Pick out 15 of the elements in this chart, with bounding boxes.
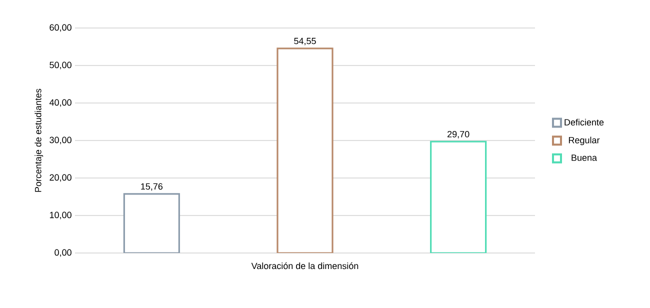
y-axis-title: Porcentaje de estudiantes	[34, 88, 44, 192]
data-label: 54,55	[294, 38, 316, 46]
y-tick-label: 20,00	[50, 174, 72, 182]
y-tick-label: 0,00	[54, 249, 72, 257]
legend-label: Deficiente	[564, 118, 604, 126]
y-tick-label: 10,00	[50, 212, 72, 220]
data-label: 29,70	[448, 130, 470, 138]
legend-label: Regular	[568, 136, 600, 146]
data-label: 15,76	[141, 183, 163, 191]
y-tick-label: 50,00	[50, 62, 72, 70]
x-axis-title: Valoración de la dimensión	[251, 262, 358, 270]
y-tick-label: 40,00	[49, 99, 72, 107]
y-tick-label: 30,00	[50, 136, 72, 144]
y-tick-label: 60,00	[50, 24, 72, 32]
legend-label: Buena	[572, 154, 597, 161]
